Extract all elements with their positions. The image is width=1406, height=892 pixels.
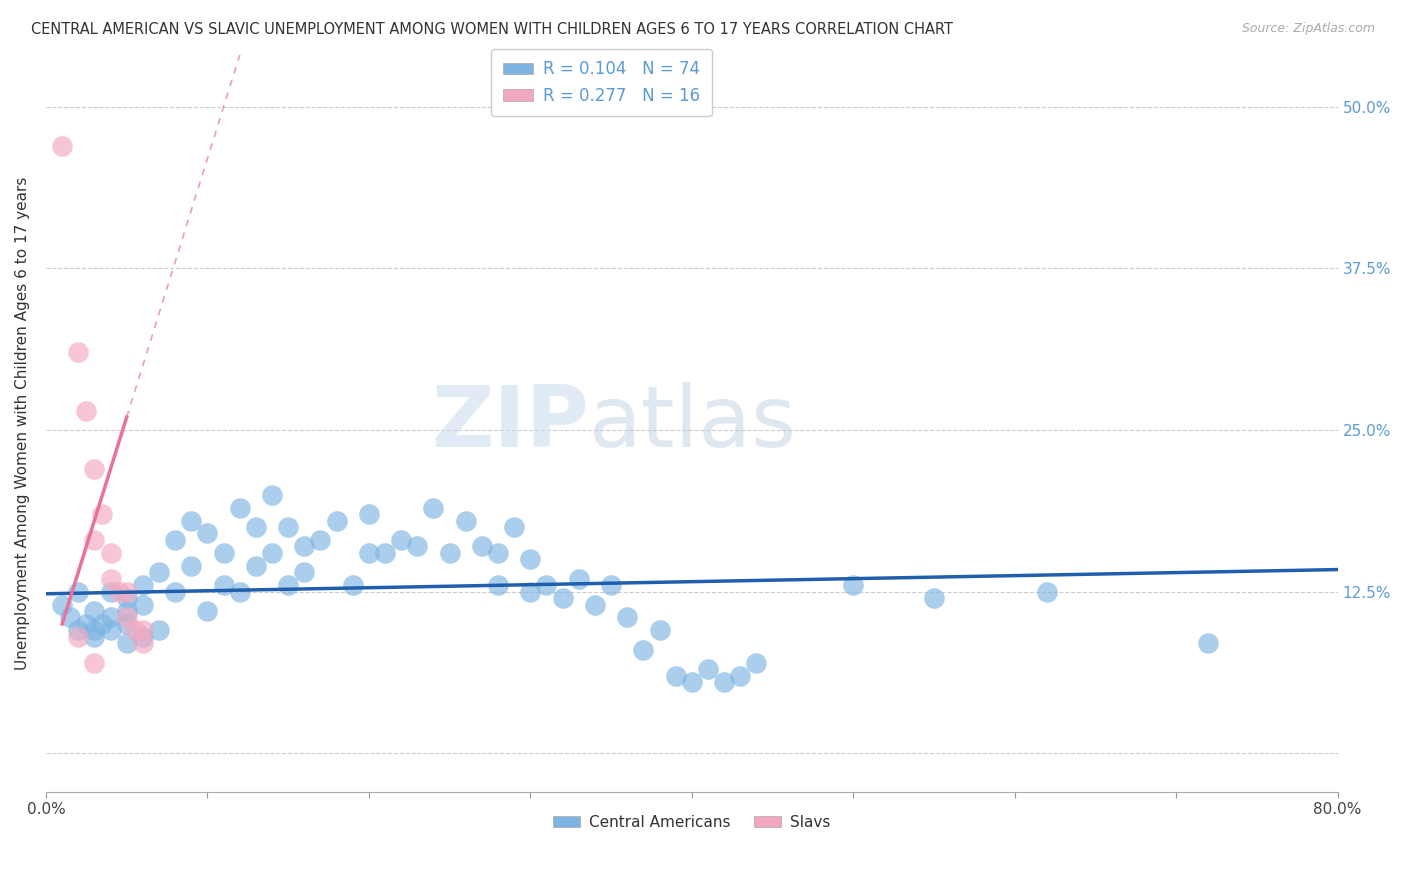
Point (228, 584, 250, 599)
Point (212, 546, 235, 560)
Point (132, 624, 155, 638)
Point (389, 533, 412, 547)
Point (842, 578, 865, 592)
Point (583, 598, 606, 612)
Text: ZIP: ZIP (430, 382, 589, 465)
Point (374, 546, 396, 560)
Point (91, 616, 114, 631)
Point (115, 584, 138, 599)
Y-axis label: Unemployment Among Women with Children Ages 6 to 17 years: Unemployment Among Women with Children A… (15, 177, 30, 670)
Point (67, 624, 90, 638)
Point (100, 610, 122, 624)
Point (665, 668, 688, 682)
Point (600, 578, 623, 592)
Point (728, 668, 751, 682)
Point (697, 662, 720, 676)
Point (100, 546, 122, 560)
Point (51, 138, 73, 153)
Point (519, 552, 541, 566)
Point (83, 462, 105, 476)
Point (51, 598, 73, 612)
Point (83, 604, 105, 618)
Point (107, 584, 129, 599)
Point (1036, 584, 1059, 599)
Point (454, 514, 477, 528)
Text: CENTRAL AMERICAN VS SLAVIC UNEMPLOYMENT AMONG WOMEN WITH CHILDREN AGES 6 TO 17 Y: CENTRAL AMERICAN VS SLAVIC UNEMPLOYMENT … (31, 22, 953, 37)
Point (260, 546, 283, 560)
Point (568, 572, 591, 586)
Point (503, 520, 526, 534)
Point (325, 514, 347, 528)
Point (551, 591, 574, 605)
Point (197, 526, 219, 541)
Point (713, 675, 735, 690)
Point (471, 540, 494, 554)
Point (406, 540, 429, 554)
Point (681, 675, 703, 690)
Point (292, 565, 315, 579)
Point (633, 642, 655, 657)
Point (83, 533, 105, 547)
Point (124, 624, 146, 638)
Point (357, 546, 380, 560)
Point (132, 598, 155, 612)
Legend: Central Americans, Slavs: Central Americans, Slavs (547, 809, 837, 836)
Point (277, 578, 299, 592)
Point (292, 540, 315, 554)
Point (245, 558, 267, 573)
Point (132, 636, 155, 650)
Point (59, 610, 82, 624)
Point (100, 624, 122, 638)
Point (228, 500, 250, 515)
Point (245, 520, 267, 534)
Point (67, 345, 90, 359)
Point (148, 565, 170, 579)
Point (67, 630, 90, 644)
Point (197, 604, 219, 618)
Point (309, 533, 332, 547)
Point (180, 514, 202, 528)
Point (115, 610, 138, 624)
Point (83, 630, 105, 644)
Point (75, 616, 97, 631)
Point (536, 578, 558, 592)
Point (357, 507, 380, 521)
Point (83, 656, 105, 670)
Point (277, 520, 299, 534)
Point (115, 591, 138, 605)
Point (115, 604, 138, 618)
Point (260, 488, 283, 502)
Point (83, 624, 105, 638)
Point (100, 572, 122, 586)
Point (100, 584, 122, 599)
Point (212, 578, 235, 592)
Point (439, 546, 461, 560)
Point (745, 656, 768, 670)
Point (165, 584, 187, 599)
Point (91, 507, 114, 521)
Point (616, 610, 638, 624)
Point (486, 578, 509, 592)
Point (148, 624, 170, 638)
Point (422, 500, 444, 515)
Point (115, 636, 138, 650)
Point (132, 630, 155, 644)
Point (342, 578, 364, 592)
Point (648, 624, 671, 638)
Point (67, 584, 90, 599)
Point (165, 533, 187, 547)
Point (1198, 636, 1220, 650)
Point (132, 578, 155, 592)
Point (115, 616, 138, 631)
Point (519, 584, 541, 599)
Point (180, 558, 202, 573)
Text: atlas: atlas (589, 382, 796, 465)
Text: Source: ZipAtlas.com: Source: ZipAtlas.com (1241, 22, 1375, 36)
Point (486, 546, 509, 560)
Point (75, 403, 97, 417)
Point (922, 591, 945, 605)
